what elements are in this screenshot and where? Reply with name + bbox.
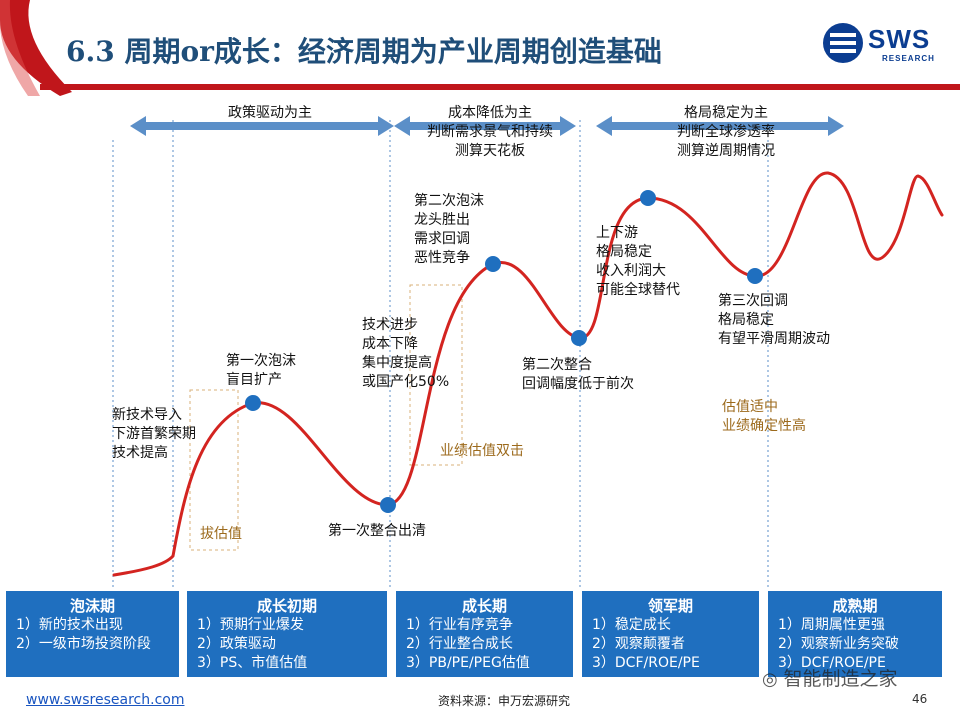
footer-website-link[interactable]: www.swsresearch.com [26,692,185,708]
stage-item: 2）观察新业务突破 [778,636,899,652]
stage-item: 3）PB/PE/PEG估值 [406,655,530,671]
stage-name: 成长期 [461,597,507,615]
logo-subtext: RESEARCH [882,54,935,63]
valuation-boxes [189,284,463,551]
phase-arrows [130,116,844,136]
stage-box-leader: 领军期 1）稳定成长 2）观察颠覆者 3）DCF/ROE/PE [582,591,759,677]
key-points [245,190,763,513]
stage-item: 3）DCF/ROE/PE [778,655,886,671]
consolidation-1-dot [380,497,396,513]
phase-header-structure: 格局稳定为主 判断全球渗透率 测算逆周期情况 [677,105,775,159]
slide-title: 6.3 周期or成长：经济周期为产业周期创造基础 [66,35,662,68]
arrow-head-left [130,116,146,136]
arrow-head-right [378,116,394,136]
stage-item: 2）观察颠覆者 [592,636,685,652]
consolidation-2-dot [571,330,587,346]
annotation-valuation-stable: 估值适中 业绩确定性高 [722,399,806,434]
logo-text: SWS [868,24,931,54]
stage-item: 1）预期行业爆发 [197,617,304,633]
annotation-bubble-1: 第一次泡沫 盲目扩产 [226,353,296,388]
sws-logo: SWS RESEARCH [822,22,942,70]
bubble-peak-2-dot [485,256,501,272]
annotation-bubble-2: 第二次泡沫 龙头胜出 需求回调 恶性竞争 [414,193,484,266]
stage-item: 3）DCF/ROE/PE [592,655,700,671]
phase-header-cost: 成本降低为主 判断需求景气和持续 测算天花板 [427,105,553,159]
stage-item: 1）周期属性更强 [778,617,885,633]
annotation-third-pullback: 第三次回调 格局稳定 有望平滑周期波动 [718,293,830,347]
watermark-text: 智能制造之家 [783,668,898,690]
bubble-peak-1-dot [245,395,261,411]
valuation-box [409,284,463,466]
annotation-consolidation-2: 第二次整合 回调幅度低于前次 [522,357,634,392]
stage-box-mature: 成熟期 1）周期属性更强 2）观察新业务突破 3）DCF/ROE/PE [768,591,942,677]
title-divider [40,84,960,90]
annotation-valuation-up: 拔估值 [200,526,242,542]
wechat-icon: ◎ [762,669,784,690]
phase-header-policy: 政策驱动为主 [228,105,312,121]
arrow-head-left [596,116,612,136]
stage-item: 2）一级市场投资阶段 [16,636,151,652]
annotation-new-tech: 新技术导入 下游首繁荣期 技术提高 [112,407,196,461]
stage-box-growth: 成长期 1）行业有序竞争 2）行业整合成长 3）PB/PE/PEG估值 [396,591,573,677]
footer-source: 资料来源：申万宏源研究 [438,694,571,708]
stage-name: 领军期 [647,597,693,615]
stage-item: 3）PS、市值估值 [197,655,308,671]
third-pullback-dot [747,268,763,284]
arrow-head-right [560,116,576,136]
stage-item: 1）行业有序竞争 [406,617,513,633]
stage-item: 1）新的技术出现 [16,617,123,633]
arrow-head-left [394,116,410,136]
annotation-consolidation-1: 第一次整合出清 [328,523,426,539]
arrow-head-right [828,116,844,136]
annotation-leader: 上下游 格局稳定 收入利润大 可能全球替代 [596,225,680,298]
stage-name: 成长初期 [256,597,317,615]
page-number: 46 [912,692,928,706]
stage-name: 成熟期 [832,597,878,615]
stage-box-early-growth: 成长初期 1）预期行业爆发 2）政策驱动 3）PS、市值估值 [187,591,387,677]
sws-logo-icon [823,23,863,63]
stage-item: 2）政策驱动 [197,636,276,652]
annotation-tech-progress: 技术进步 成本下降 集中度提高 或国产化50% [362,317,450,390]
leader-peak-dot [640,190,656,206]
wechat-watermark: ◎ 智能制造之家 [762,664,897,691]
stage-name: 泡沫期 [69,597,115,615]
stage-item: 2）行业整合成长 [406,636,513,652]
stage-item: 1）稳定成长 [592,617,671,633]
decorative-swoosh [0,0,72,96]
annotation-double-hit: 业绩估值双击 [440,443,524,459]
stage-box-bubble: 泡沫期 1）新的技术出现 2）一级市场投资阶段 [6,591,179,677]
valuation-box [189,389,239,551]
